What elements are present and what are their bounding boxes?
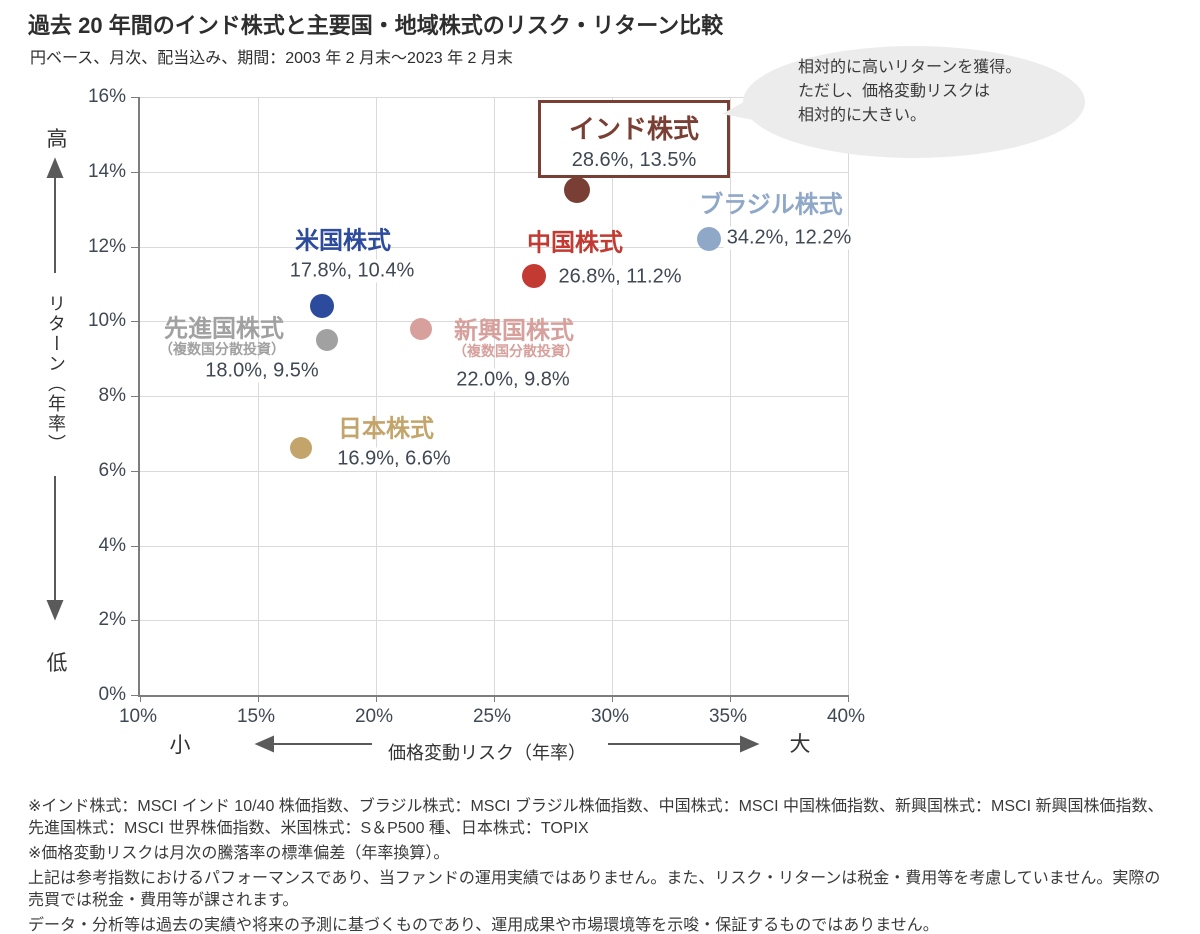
tickmark-y-0	[131, 695, 138, 696]
point-brazil	[697, 227, 722, 252]
point-label-usa: 米国株式	[295, 227, 391, 255]
gridline-y-16	[140, 97, 848, 98]
tickmark-y-10	[131, 321, 138, 323]
callout-line-2: ただし、価格変動リスクは	[798, 83, 991, 100]
y-axis-title: リターン（年率）	[46, 294, 66, 454]
gridline-y-12	[140, 246, 848, 248]
y-tick-label-8: 8%	[98, 385, 126, 406]
y-tick-label-2: 2%	[98, 609, 126, 631]
india-label: インド株式	[568, 114, 699, 144]
x-tick-label-10: 10%	[118, 706, 158, 727]
tickmark-x-10	[140, 695, 141, 702]
x-tick-label-20: 20%	[354, 706, 394, 727]
x-tick-label-15: 15%	[236, 706, 276, 727]
point-label-brazil: ブラジル株式	[699, 191, 843, 219]
point-sublabel-developed: （複数国分散投資）	[159, 341, 285, 357]
tickmark-y-8	[131, 396, 138, 397]
y-tick-label-14: 14%	[87, 160, 126, 182]
tickmark-y-6	[131, 470, 138, 472]
x-tick-label-35: 35%	[708, 706, 748, 727]
point-label-emerging: 新興国株式	[454, 317, 574, 345]
x-tick-label-40: 40%	[826, 706, 866, 727]
point-values-emerging: 22.0%, 9.8%	[453, 368, 573, 392]
y-axis-high-label: 高	[46, 128, 68, 151]
y-up-arrow-head	[46, 157, 64, 178]
point-values-japan: 16.9%, 6.6%	[334, 447, 454, 471]
footnotes: ※インド株式：MSCI インド 10/40 株価指数、ブラジル株式：MSCI ブ…	[28, 796, 1173, 934]
point-values-china: 26.8%, 11.2%	[555, 265, 685, 289]
x-tick-label-25: 25%	[472, 706, 512, 727]
gridline-y-6	[140, 470, 848, 472]
y-down-arrow-head	[46, 600, 64, 621]
point-india	[563, 177, 590, 204]
footnote-1: ※インド株式：MSCI インド 10/40 株価指数、ブラジル株式：MSCI ブ…	[28, 798, 1164, 837]
callout-line-3: 相対的に大きい。	[798, 107, 927, 124]
x-left-arrow-head	[254, 735, 274, 753]
point-usa	[310, 294, 335, 319]
gridline-y-4	[140, 545, 848, 547]
tickmark-x-30	[612, 695, 613, 702]
callout-line-1: 相対的に高いリターンを獲得。	[798, 59, 1022, 76]
point-label-japan: 日本株式	[338, 415, 434, 443]
point-china	[522, 264, 547, 289]
point-values-usa: 17.8%, 10.4%	[286, 259, 418, 283]
page-title: 過去 20 年間のインド株式と主要国・地域株式のリスク・リターン比較	[28, 13, 724, 38]
tickmark-y-12	[131, 246, 138, 248]
gridline-x-40	[848, 97, 849, 695]
scatter-chart: 高 リターン（年率） 低 小 価格変動リスク（年率） 大 インド株式 28.6%…	[46, 46, 1085, 763]
footnote-3: 上記は参考指数におけるパフォーマンスであり、当ファンドの運用実績ではありません。…	[28, 870, 1161, 909]
point-label-china: 中国株式	[527, 229, 623, 257]
point-values-brazil: 34.2%, 12.2%	[723, 226, 855, 250]
point-values-developed: 18.0%, 9.5%	[202, 359, 322, 383]
gridline-y-10	[140, 321, 848, 323]
point-developed	[315, 328, 338, 351]
x-tick-label-30: 30%	[590, 706, 630, 727]
y-tick-label-4: 4%	[98, 534, 126, 556]
callout-text: 相対的に高いリターンを獲得。 ただし、価格変動リスクは 相対的に大きい。	[798, 56, 1021, 128]
y-axis-low-label: 低	[46, 652, 68, 675]
tickmark-x-25	[494, 695, 495, 702]
tickmark-y-2	[131, 620, 138, 622]
footnote-2: ※価格変動リスクは月次の騰落率の標準偏差（年率換算）。	[28, 845, 450, 862]
footnote-4: データ・分析等は過去の実績や将来の予測に基づくものであり、運用成果や市場環境等を…	[28, 917, 939, 934]
page-subtitle: 円ベース、月次、配当込み、期間：2003 年 2 月末～2023 年 2 月末	[30, 50, 513, 67]
x-axis-small-label: 小	[169, 734, 191, 757]
x-axis-title: 価格変動リスク（年率）	[388, 743, 586, 763]
y-tick-label-0: 0%	[98, 684, 126, 705]
y-tick-label-10: 10%	[87, 310, 126, 332]
tickmark-x-35	[730, 695, 731, 702]
india-values: 28.6%, 13.5%	[571, 149, 697, 171]
india-highlight-box: インド株式 28.6%, 13.5%	[538, 100, 730, 178]
tickmark-y-16	[131, 97, 138, 98]
tickmark-y-4	[131, 545, 138, 547]
point-sublabel-emerging: （複数国分散投資）	[453, 343, 579, 359]
y-tick-label-12: 12%	[87, 235, 126, 257]
gridline-y-8	[140, 396, 848, 397]
point-emerging	[410, 317, 433, 340]
plot-area	[131, 97, 849, 702]
gridline-y-2	[140, 620, 848, 622]
x-right-arrow-head	[740, 735, 760, 753]
gridline-y-14	[140, 171, 848, 173]
x-axis-large-label: 大	[789, 733, 811, 756]
tickmark-x-20	[376, 695, 377, 702]
tickmark-y-14	[131, 171, 138, 173]
tickmark-x-15	[258, 695, 259, 702]
y-tick-label-6: 6%	[98, 459, 126, 481]
point-label-developed: 先進国株式	[164, 315, 284, 343]
tickmark-x-40	[848, 695, 849, 702]
y-tick-label-16: 16%	[87, 86, 126, 107]
point-japan	[289, 437, 312, 460]
